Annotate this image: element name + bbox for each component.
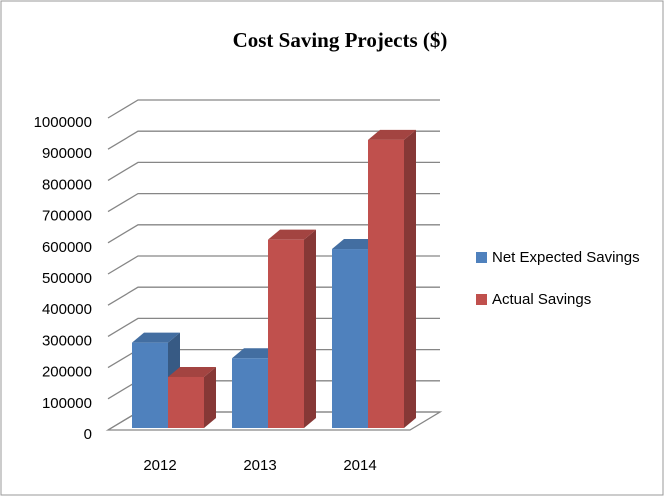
y-tick-label: 600000	[42, 239, 92, 256]
y-tick-label: 800000	[42, 176, 92, 193]
bar	[368, 139, 404, 428]
grid-line	[107, 99, 440, 119]
grid-line	[107, 192, 440, 213]
chart-title: Cost Saving Projects ($)	[233, 28, 448, 52]
x-tick-label: 2013	[243, 457, 276, 474]
legend-swatch	[476, 294, 487, 305]
legend-label: Actual Savings	[492, 291, 591, 308]
bar-top	[132, 332, 180, 343]
bar-side	[304, 229, 316, 428]
legend-swatch	[476, 252, 487, 263]
bar-side	[404, 129, 416, 428]
bar-top	[368, 129, 416, 140]
y-tick-label: 200000	[42, 364, 92, 381]
grid-line	[107, 130, 440, 150]
bar	[268, 239, 304, 428]
bar-side	[204, 366, 216, 428]
x-tick-label: 2012	[143, 457, 176, 474]
bar	[232, 358, 268, 428]
grid-line	[107, 224, 440, 244]
grid-line	[107, 161, 440, 181]
y-tick-label: 900000	[42, 145, 92, 162]
x-tick-label: 2014	[343, 457, 376, 474]
bar	[168, 376, 204, 428]
y-tick-label: 400000	[42, 301, 92, 318]
legend-label: Net Expected Savings	[492, 249, 640, 266]
y-tick-label: 500000	[42, 270, 92, 287]
y-tick-label: 100000	[42, 395, 92, 412]
y-tick-label: 700000	[42, 208, 92, 225]
bar-top	[268, 229, 316, 240]
y-tick-label: 0	[84, 426, 92, 443]
y-tick-label: 1000000	[34, 114, 92, 131]
bar-top	[168, 366, 216, 377]
bar	[332, 249, 368, 428]
y-tick-label: 300000	[42, 332, 92, 349]
bar	[132, 342, 168, 428]
